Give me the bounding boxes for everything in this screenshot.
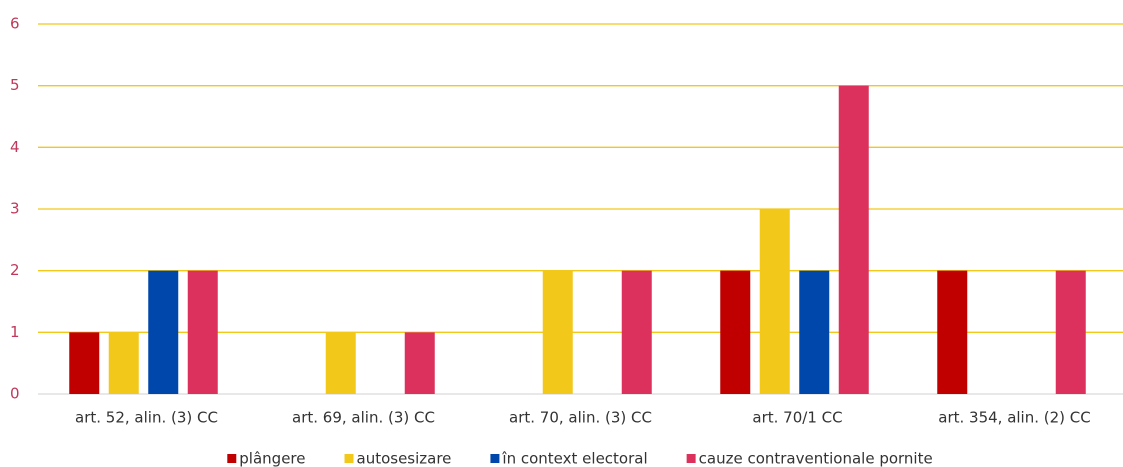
legend-label: plângere [239, 450, 305, 467]
bar [404, 332, 435, 394]
legend-label: în context electoral [501, 450, 647, 467]
bar [325, 332, 356, 394]
bar [720, 270, 751, 394]
y-tick-label: 2 [10, 261, 20, 279]
bar [838, 85, 869, 395]
x-tick-label: art. 70/1 CC [752, 409, 842, 427]
bar [937, 270, 968, 394]
legend-label: autosesizare [357, 450, 452, 467]
x-tick-label: art. 69, alin. (3) CC [292, 409, 435, 427]
legend-swatch [490, 454, 500, 463]
y-tick-label: 3 [10, 200, 20, 218]
y-tick-label: 6 [10, 15, 20, 33]
bar [621, 270, 652, 394]
bar [148, 270, 179, 394]
x-tick-label: art. 354, alin. (2) CC [938, 409, 1090, 427]
legend-swatch [344, 454, 354, 463]
x-tick-label: art. 52, alin. (3) CC [75, 409, 218, 427]
y-tick-label: 5 [10, 76, 20, 94]
bar [759, 209, 790, 394]
bar [799, 270, 830, 394]
y-tick-label: 0 [10, 385, 20, 403]
legend-label: cauze contraventionale pornite [699, 450, 933, 467]
y-tick-label: 1 [10, 323, 20, 341]
bar [1055, 270, 1086, 394]
bar [542, 270, 573, 394]
x-tick-label: art. 70, alin. (3) CC [509, 409, 652, 427]
bar [108, 332, 139, 394]
legend-swatch [686, 454, 696, 463]
y-tick-label: 4 [10, 138, 20, 156]
legend-swatch [227, 454, 237, 463]
bar [187, 270, 218, 394]
bar [69, 332, 100, 394]
